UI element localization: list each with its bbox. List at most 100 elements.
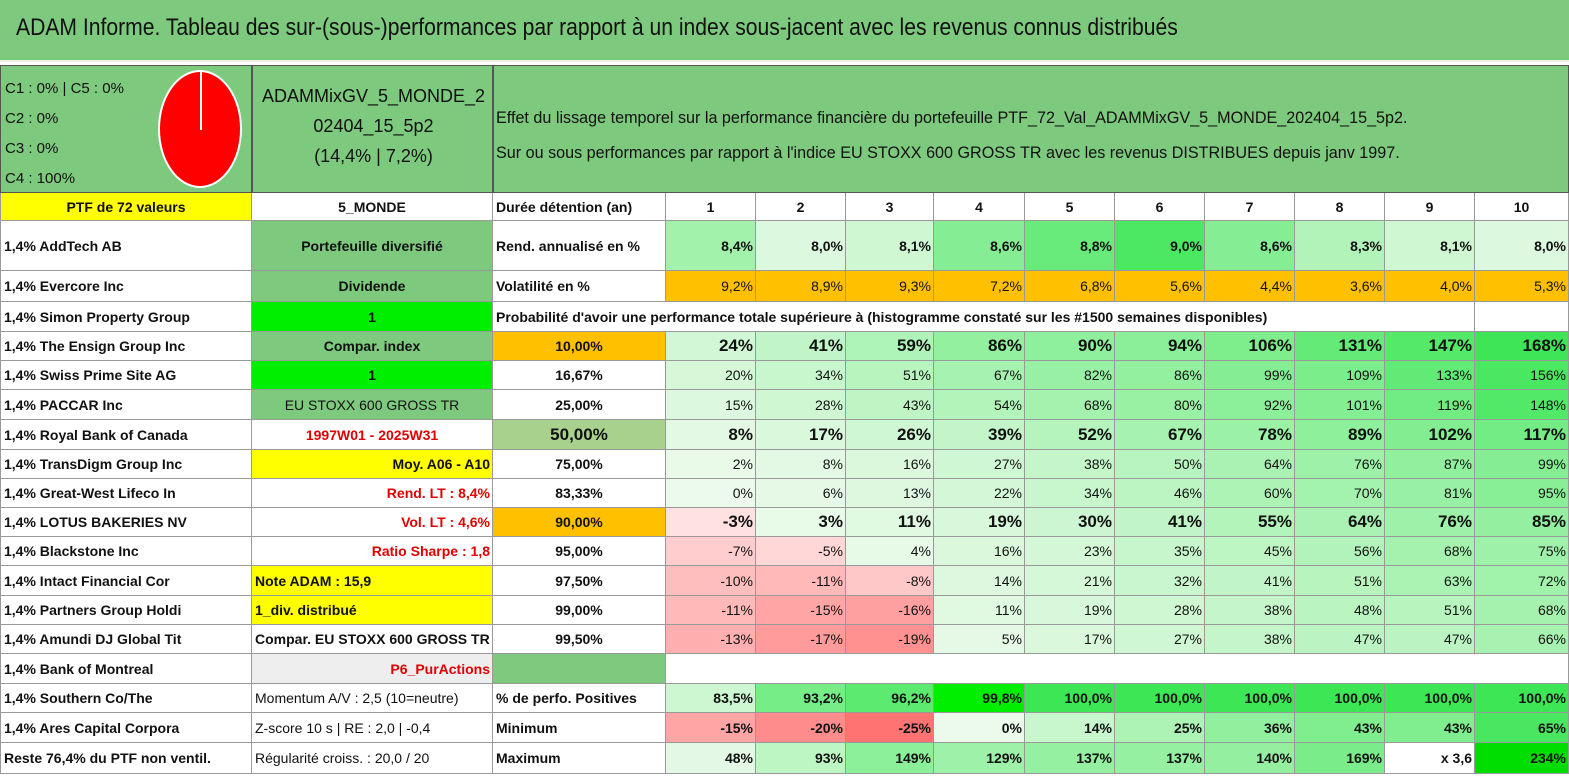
info-cell: Moy. A06 - A10	[252, 450, 493, 479]
metric-label: Minimum	[493, 713, 666, 743]
volatility-cell: 4,4%	[1205, 271, 1295, 302]
probability-cell: 50%	[1115, 450, 1205, 479]
holding-period-header: 4	[934, 193, 1025, 221]
probability-cell: 16%	[846, 450, 934, 479]
probability-cell: -8%	[846, 566, 934, 596]
probability-cell: -11%	[666, 596, 756, 625]
probability-cell: 48%	[1295, 596, 1385, 625]
maximum-cell: 137%	[1025, 743, 1115, 774]
probability-cell: -5%	[756, 537, 846, 566]
annual-return-cell: 8,4%	[666, 221, 756, 271]
portfolio-name-panel: ADAMMixGV_5_MONDE_2 02404_15_5p2 (14,4% …	[252, 65, 493, 193]
info-cell: Régularité croiss. : 20,0 / 20	[252, 743, 493, 774]
probability-cell: 86%	[1115, 361, 1205, 390]
holding-period-header: 3	[846, 193, 934, 221]
probability-cell: -15%	[756, 596, 846, 625]
holding-period-header: 6	[1115, 193, 1205, 221]
probability-cell: 35%	[1115, 537, 1205, 566]
probability-cell: 47%	[1295, 625, 1385, 654]
quantile-label: 25,00%	[493, 390, 666, 420]
allocation-legend: C1 : 0% | C5 : 0% C2 : 0% C3 : 0% C4 : 1…	[5, 74, 124, 194]
allocation-panel: C1 : 0% | C5 : 0% C2 : 0% C3 : 0% C4 : 1…	[0, 65, 252, 193]
probability-cell: 19%	[934, 508, 1025, 537]
positive-perf-cell: 100,0%	[1385, 684, 1475, 713]
probability-cell: 21%	[1025, 566, 1115, 596]
legend-line: C1 : 0% | C5 : 0%	[5, 80, 124, 97]
probability-cell: -10%	[666, 566, 756, 596]
probability-cell: 168%	[1475, 332, 1569, 361]
maximum-cell: 48%	[666, 743, 756, 774]
holding-period-header: 7	[1205, 193, 1295, 221]
positive-perf-cell: 99,8%	[934, 684, 1025, 713]
volatility-cell: 7,2%	[934, 271, 1025, 302]
metric-label: Volatilité en %	[493, 271, 666, 302]
maximum-cell: 169%	[1295, 743, 1385, 774]
empty-green-cell	[493, 654, 666, 684]
probability-cell: 3%	[756, 508, 846, 537]
probability-cell: 28%	[1115, 596, 1205, 625]
probability-cell: 14%	[934, 566, 1025, 596]
annual-return-cell: 8,6%	[934, 221, 1025, 271]
holding-row-label: 1,4% LOTUS BAKERIES NV	[0, 508, 252, 537]
minimum-cell: 14%	[1025, 713, 1115, 743]
probability-cell: 94%	[1115, 332, 1205, 361]
minimum-cell: 43%	[1385, 713, 1475, 743]
info-cell: 1997W01 - 2025W31	[252, 420, 493, 450]
probability-cell: 26%	[846, 420, 934, 450]
probability-cell: 32%	[1115, 566, 1205, 596]
info-cell: Note ADAM : 15,9	[252, 566, 493, 596]
report-title: ADAM Informe. Tableau des sur-(sous-)per…	[16, 14, 1178, 41]
probability-cell: 27%	[1115, 625, 1205, 654]
probability-cell: 64%	[1205, 450, 1295, 479]
info-cell: Dividende	[252, 271, 493, 302]
quantile-label: 16,67%	[493, 361, 666, 390]
holding-row-label: 1,4% Partners Group Holdi	[0, 596, 252, 625]
probability-cell: 76%	[1295, 450, 1385, 479]
maximum-cell: 129%	[934, 743, 1025, 774]
annual-return-cell: 8,1%	[1385, 221, 1475, 271]
probability-cell: 41%	[756, 332, 846, 361]
probability-cell: 41%	[1115, 508, 1205, 537]
probability-cell: 56%	[1295, 537, 1385, 566]
volatility-cell: 5,6%	[1115, 271, 1205, 302]
probability-cell: 66%	[1475, 625, 1569, 654]
positive-perf-cell: 100,0%	[1025, 684, 1115, 713]
probability-cell: 68%	[1385, 537, 1475, 566]
maximum-cell: 140%	[1205, 743, 1295, 774]
info-cell: 1	[252, 361, 493, 390]
quantile-label: 99,50%	[493, 625, 666, 654]
probability-cell: 76%	[1385, 508, 1475, 537]
probability-cell: 34%	[1025, 479, 1115, 508]
probability-cell: 46%	[1115, 479, 1205, 508]
holding-row-label: 1,4% PACCAR Inc	[0, 390, 252, 420]
probability-cell: -3%	[666, 508, 756, 537]
portfolio-perf: (14,4% | 7,2%)	[314, 146, 433, 166]
metric-label: Maximum	[493, 743, 666, 774]
probability-cell: 51%	[846, 361, 934, 390]
info-cell: EU STOXX 600 GROSS TR	[252, 390, 493, 420]
probability-cell: 55%	[1205, 508, 1295, 537]
info-cell: 1_div. distribué	[252, 596, 493, 625]
probability-cell: 99%	[1205, 361, 1295, 390]
quantile-label: 83,33%	[493, 479, 666, 508]
maximum-cell: 234%	[1475, 743, 1569, 774]
minimum-cell: 36%	[1205, 713, 1295, 743]
volatility-cell: 5,3%	[1475, 271, 1569, 302]
probability-cell: 81%	[1385, 479, 1475, 508]
info-cell: Ratio Sharpe : 1,8	[252, 537, 493, 566]
probability-cell: 109%	[1295, 361, 1385, 390]
allocation-pie-chart	[158, 70, 242, 188]
holding-row-label: 1,4% The Ensign Group Inc	[0, 332, 252, 361]
ptf-count-label: PTF de 72 valeurs	[0, 193, 252, 221]
probability-cell: 41%	[1205, 566, 1295, 596]
probability-cell: 101%	[1295, 390, 1385, 420]
info-cell: P6_PurActions	[252, 654, 493, 684]
info-cell: Vol. LT : 4,6%	[252, 508, 493, 537]
probability-cell: 43%	[846, 390, 934, 420]
holding-row-label: 1,4% TransDigm Group Inc	[0, 450, 252, 479]
minimum-cell: 65%	[1475, 713, 1569, 743]
probability-cell: 85%	[1475, 508, 1569, 537]
probability-cell: 117%	[1475, 420, 1569, 450]
probability-cell: 131%	[1295, 332, 1385, 361]
probability-cell: 99%	[1475, 450, 1569, 479]
